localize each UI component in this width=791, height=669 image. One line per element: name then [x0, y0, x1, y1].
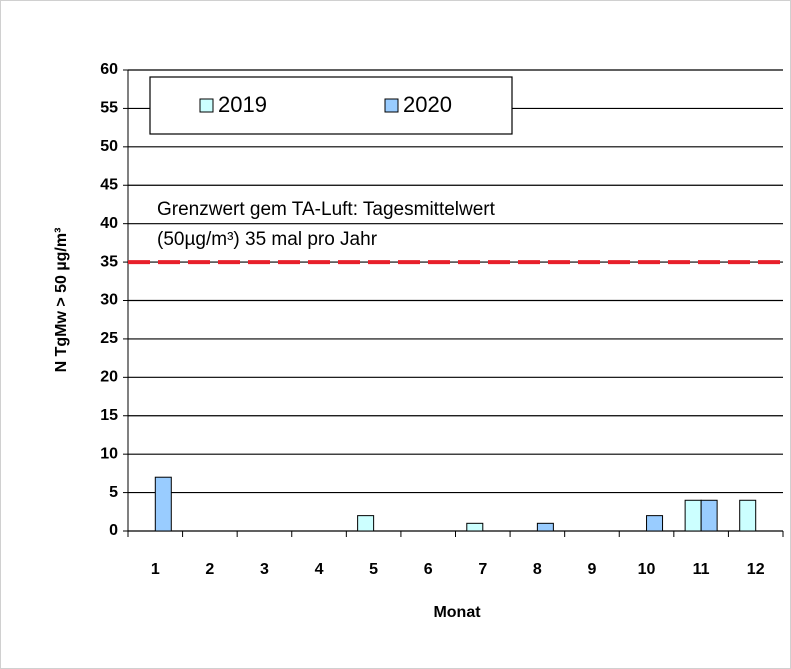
x-tick-label: 4: [315, 561, 324, 578]
bar: [700, 499, 718, 532]
y-tick-label: 45: [100, 176, 118, 193]
bar: [466, 522, 484, 532]
x-tick-label: 5: [369, 561, 378, 578]
bar: [684, 499, 702, 532]
x-tick-label: 6: [424, 561, 433, 578]
x-tick-label: 8: [533, 561, 542, 578]
legend-label: 2020: [403, 92, 452, 117]
legend-swatch: [199, 98, 214, 113]
y-tick-label: 15: [100, 407, 118, 424]
x-tick-label: 1: [151, 561, 160, 578]
y-axis-label: N TgMw > 50 µg/m³: [53, 228, 70, 373]
y-tick-label: 50: [100, 138, 118, 155]
legend-label: 2019: [218, 92, 267, 117]
y-tick-label: 55: [100, 100, 118, 117]
y-tick-label: 60: [100, 61, 118, 78]
y-tick-label: 25: [100, 330, 118, 347]
bar: [536, 522, 554, 532]
bar: [357, 515, 375, 532]
x-tick-label: 11: [693, 561, 710, 578]
y-tick-label: 0: [109, 522, 118, 539]
bar: [154, 476, 172, 532]
y-tick-label: 20: [100, 369, 118, 386]
bar: [646, 515, 664, 532]
y-tick-label: 5: [109, 484, 118, 501]
y-tick-label: 40: [100, 215, 118, 232]
x-tick-label: 10: [638, 561, 656, 578]
bar: [739, 499, 757, 532]
x-tick-label: 12: [747, 561, 765, 578]
y-tick-label: 10: [100, 445, 118, 462]
x-tick-label: 3: [260, 561, 269, 578]
y-tick-label: 30: [100, 292, 118, 309]
x-tick-label: 7: [478, 561, 487, 578]
x-tick-label: 9: [588, 561, 597, 578]
annotation: (50µg/m³) 35 mal pro Jahr: [157, 229, 378, 250]
x-axis-label: Monat: [433, 604, 481, 621]
x-tick-label: 2: [205, 561, 214, 578]
annotation: Grenzwert gem TA-Luft: Tagesmittelwert: [157, 199, 496, 220]
legend-swatch: [384, 98, 399, 113]
y-tick-label: 35: [100, 253, 118, 270]
